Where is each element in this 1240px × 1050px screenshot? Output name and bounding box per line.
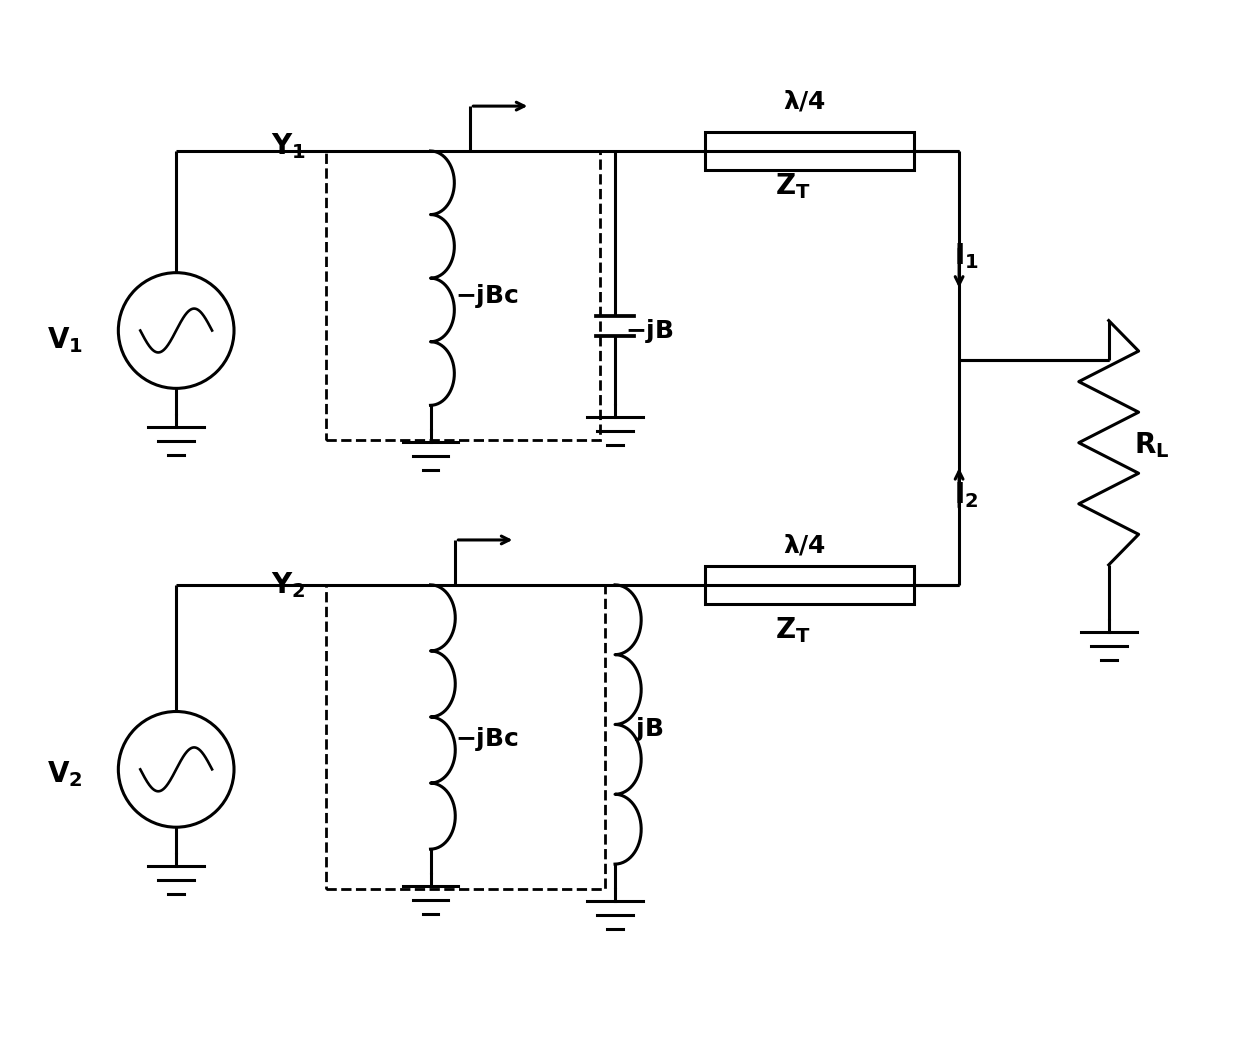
Text: $\boldsymbol{\lambda/4}$: $\boldsymbol{\lambda/4}$ <box>782 88 826 113</box>
Bar <box>326 151 600 440</box>
Text: $\mathbf{V_2}$: $\mathbf{V_2}$ <box>47 759 82 790</box>
Bar <box>704 566 914 604</box>
Text: $\mathbf{I_2}$: $\mathbf{I_2}$ <box>954 480 978 510</box>
Bar <box>326 585 605 889</box>
Text: $\mathbf{-jB}$: $\mathbf{-jB}$ <box>625 316 673 344</box>
Text: $\mathbf{Z_T}$: $\mathbf{Z_T}$ <box>775 615 810 645</box>
Text: $\mathbf{V_1}$: $\mathbf{V_1}$ <box>47 326 83 355</box>
Text: $\mathbf{Y_1}$: $\mathbf{Y_1}$ <box>270 131 306 161</box>
Text: $\mathbf{-jBc}$: $\mathbf{-jBc}$ <box>455 281 520 310</box>
Bar <box>704 132 914 170</box>
Text: $\mathbf{-jBc}$: $\mathbf{-jBc}$ <box>455 726 520 754</box>
Text: $\mathbf{R_L}$: $\mathbf{R_L}$ <box>1133 430 1169 460</box>
Text: $\boldsymbol{\lambda/4}$: $\boldsymbol{\lambda/4}$ <box>782 532 826 558</box>
Text: $\mathbf{I_1}$: $\mathbf{I_1}$ <box>954 240 978 271</box>
Text: $\mathbf{Z_T}$: $\mathbf{Z_T}$ <box>775 171 810 201</box>
Text: $\mathbf{jB}$: $\mathbf{jB}$ <box>635 715 663 743</box>
Text: $\mathbf{Y_2}$: $\mathbf{Y_2}$ <box>270 570 305 600</box>
